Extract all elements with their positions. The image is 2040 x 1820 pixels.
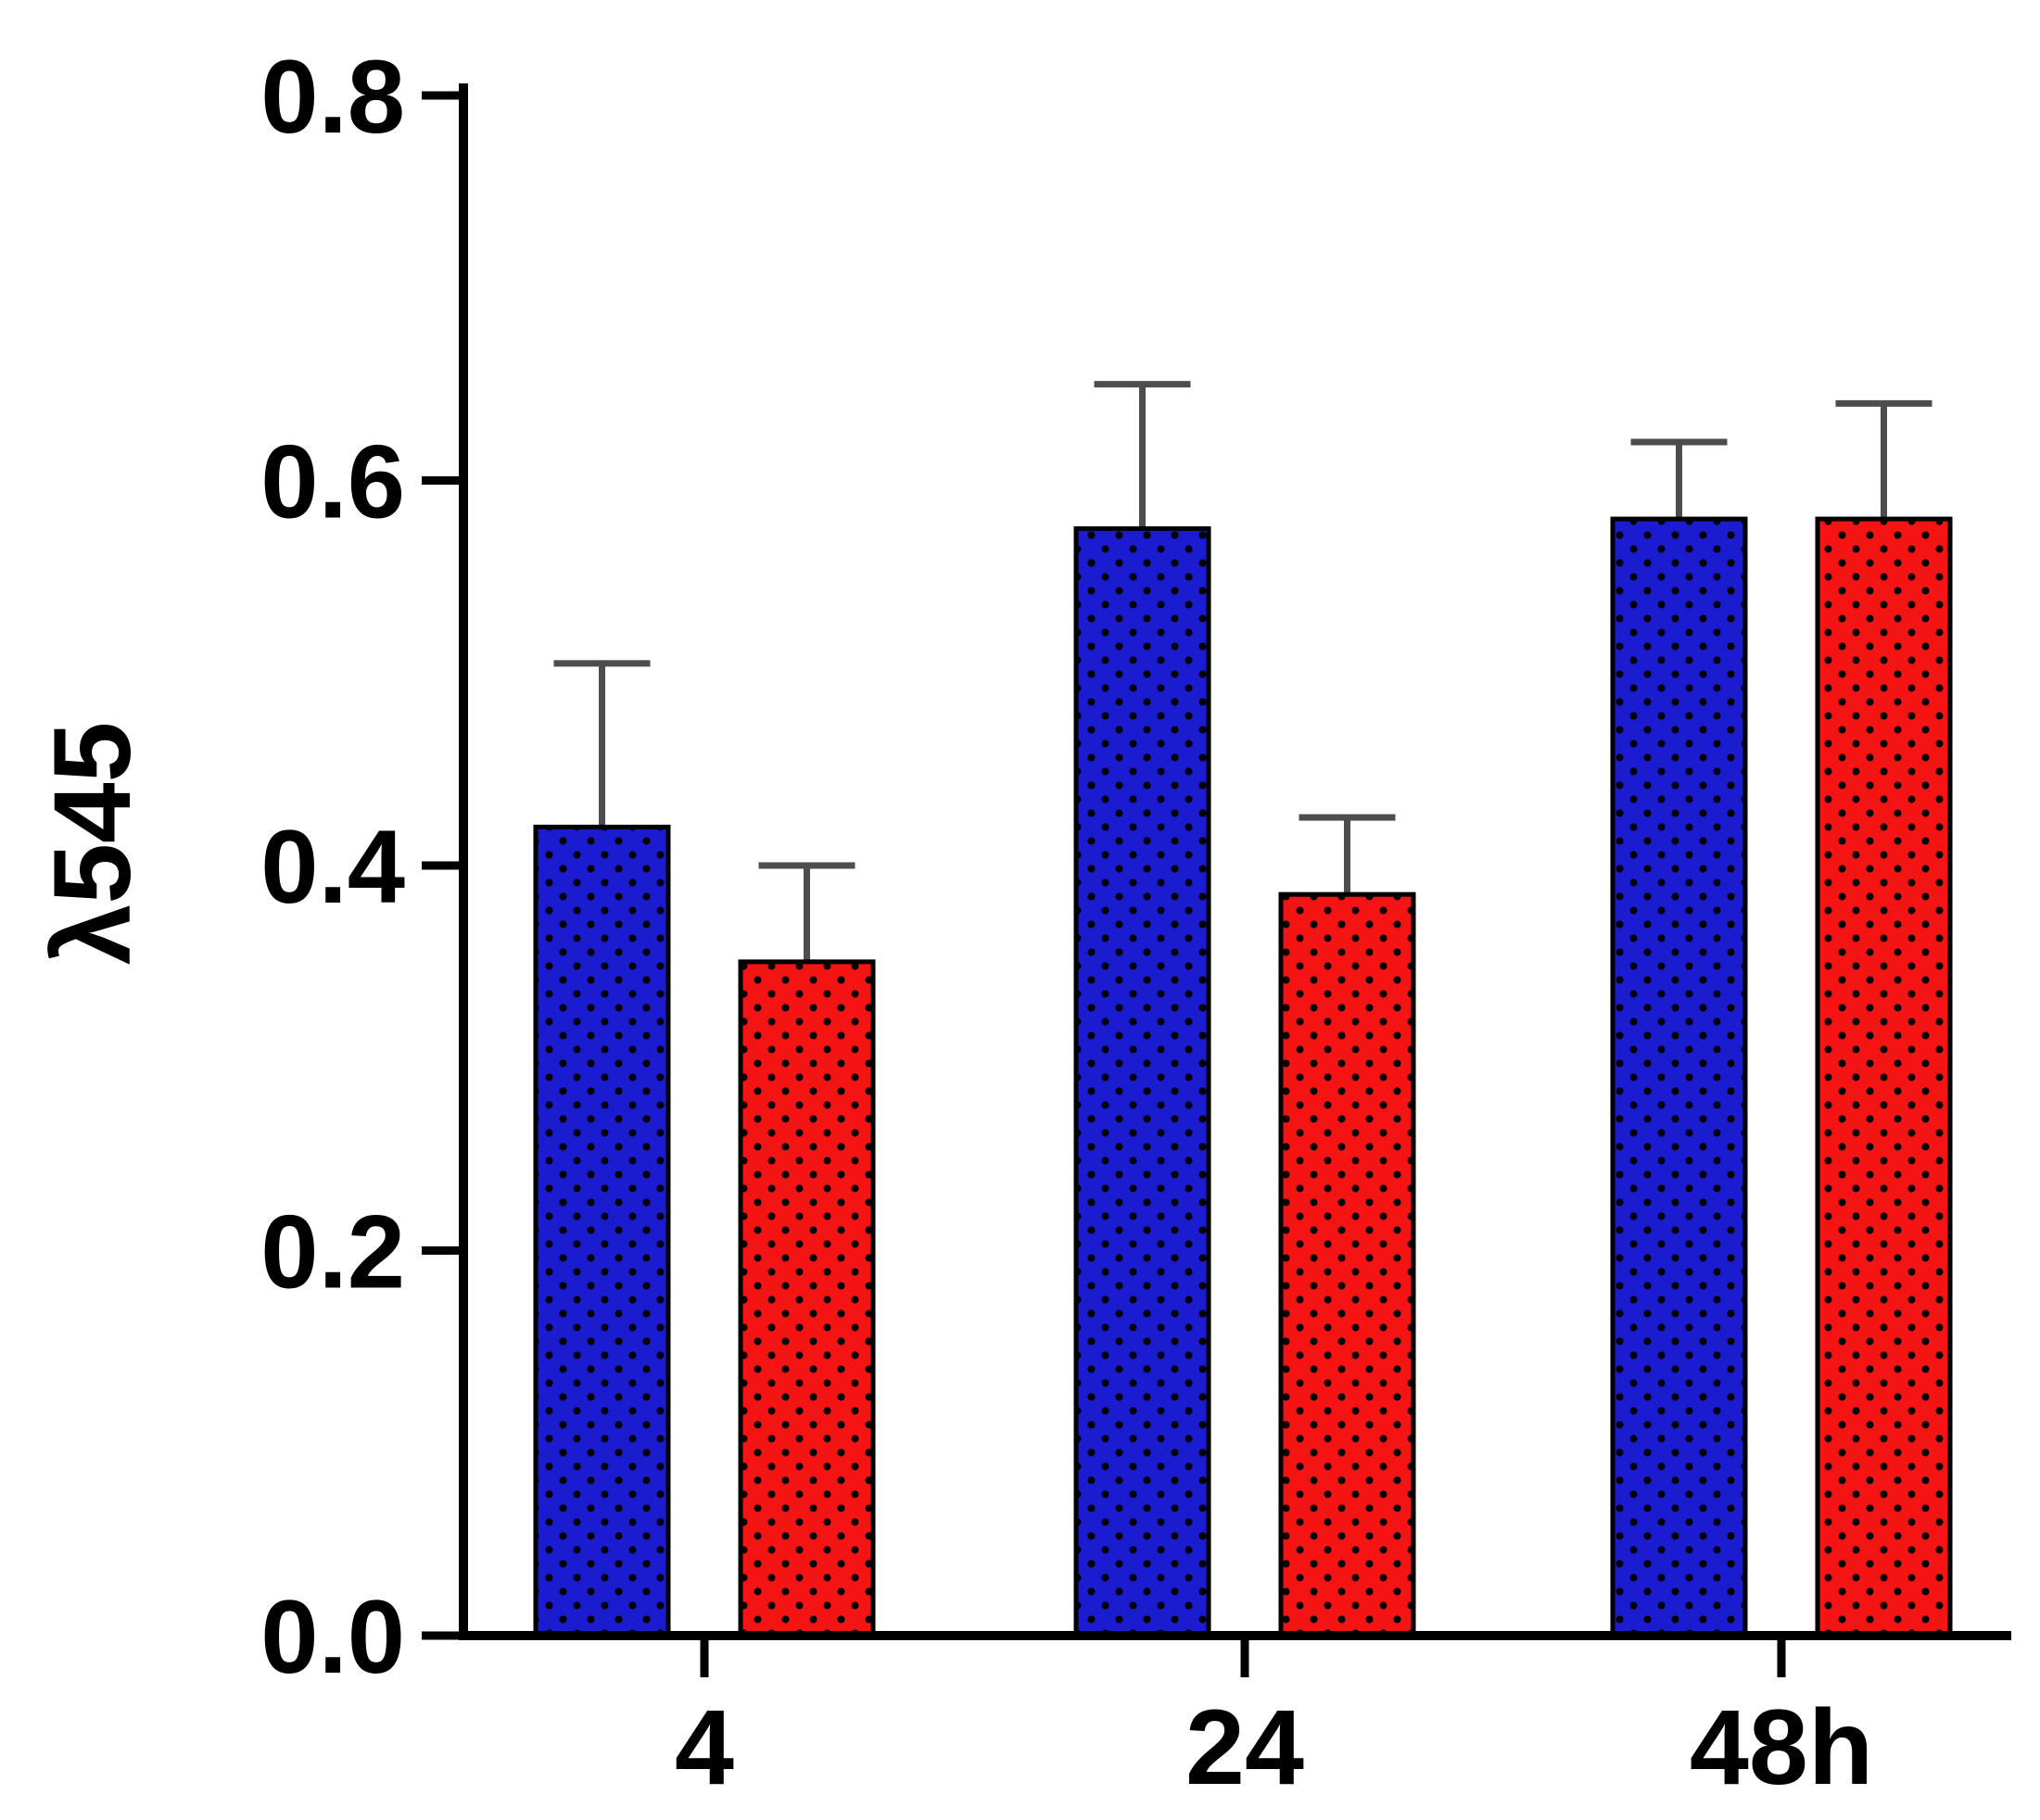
y-tick-label-0.4: 0.4 <box>260 809 405 925</box>
bar-red-48h <box>1815 516 1953 1638</box>
bar-red-24 <box>1278 891 1416 1638</box>
y-tick-label-0.0: 0.0 <box>260 1579 405 1695</box>
x-tick-label-24: 24 <box>1185 1688 1304 1807</box>
bar-blue-48h <box>1610 516 1748 1638</box>
x-tick-label-48h: 48h <box>1690 1688 1873 1807</box>
y-tick-label-0.8: 0.8 <box>260 39 405 155</box>
y-tick-label-0.6: 0.6 <box>260 424 405 540</box>
bar-red-4 <box>738 959 876 1638</box>
x-tick-label-4: 4 <box>675 1688 734 1807</box>
bar-blue-24 <box>1073 525 1211 1638</box>
axis-lines <box>459 83 2011 1640</box>
bar-blue-4 <box>533 824 671 1638</box>
y-tick-label-0.2: 0.2 <box>260 1194 405 1310</box>
